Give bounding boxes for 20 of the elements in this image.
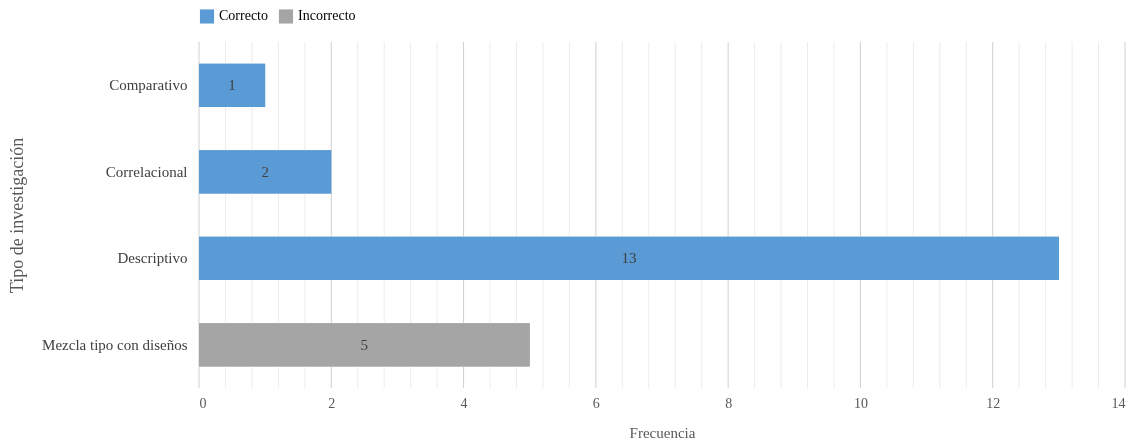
x-axis-title: Frecuencia — [629, 424, 696, 441]
x-tick-label: 12 — [986, 395, 1001, 411]
y-tick-label: Correlacional — [105, 163, 188, 180]
legend-label: Incorrecto — [298, 8, 356, 24]
legend-label: Correcto — [219, 8, 268, 24]
y-tick-label: Descriptivo — [117, 250, 188, 267]
data-label: 2 — [261, 163, 269, 180]
data-label: 5 — [360, 336, 369, 353]
data-label: 13 — [621, 250, 637, 267]
x-tick-label: 8 — [725, 395, 733, 411]
x-tick-label: 6 — [592, 395, 600, 411]
x-tick-label: 2 — [328, 395, 336, 411]
x-tick-label: 4 — [460, 395, 468, 411]
x-tick-label: 0 — [199, 395, 207, 411]
y-axis-title: Tipo de investigación — [7, 137, 28, 294]
data-label: 1 — [228, 77, 236, 94]
y-tick-label: Comparativo — [109, 77, 188, 94]
y-tick-label: Mezcla tipo con diseños — [42, 336, 188, 353]
x-tick-label: 14 — [1111, 395, 1126, 411]
x-tick-label: 10 — [853, 395, 868, 411]
